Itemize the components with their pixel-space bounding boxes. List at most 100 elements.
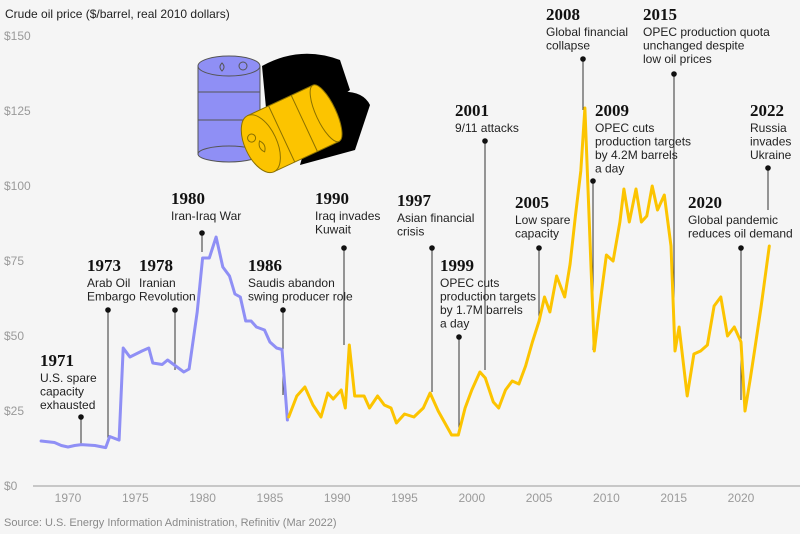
annotation-year: 1997 — [397, 191, 432, 210]
annotation-text: capacity — [515, 227, 559, 241]
annotation-dot — [429, 245, 435, 251]
annotation-year: 1990 — [315, 189, 349, 208]
annotation-dot — [580, 56, 586, 62]
annotation-text: 9/11 attacks — [455, 121, 519, 135]
annotation-year: 2015 — [643, 5, 677, 24]
annotation-text: U.S. spare — [40, 371, 97, 385]
x-tick-label: 1990 — [324, 491, 351, 505]
annotation-text: Arab Oil — [87, 276, 130, 290]
annotation-text: OPEC cuts — [595, 121, 654, 135]
x-tick-label: 2010 — [593, 491, 620, 505]
annotation-year: 1999 — [440, 256, 474, 275]
x-tick-label: 2005 — [526, 491, 553, 505]
annotation-text: reduces oil demand — [688, 227, 793, 241]
annotation-text: Ukraine — [750, 148, 792, 162]
annotation-text: production targets — [595, 135, 691, 149]
x-tick-label: 2020 — [728, 491, 755, 505]
annotation-text: a day — [440, 317, 469, 331]
annotation-dot — [341, 245, 347, 251]
annotation-year: 2005 — [515, 193, 549, 212]
x-tick-label: 2015 — [660, 491, 687, 505]
x-tick-label: 1975 — [122, 491, 149, 505]
annotation-dot — [456, 334, 462, 340]
y-tick-label: $50 — [4, 329, 24, 343]
annotation-text: Russia — [750, 121, 787, 135]
annotation-text: by 4.2M barrels — [595, 148, 678, 162]
annotation-text: Global pandemic — [688, 213, 778, 227]
annotation-text: exhausted — [40, 398, 95, 412]
annotation-dot — [172, 307, 178, 313]
annotation-text: Low spare — [515, 213, 571, 227]
oil-barrels-illustration — [197, 53, 370, 174]
source-note: Source: U.S. Energy Information Administ… — [4, 517, 337, 529]
annotation-dot — [482, 138, 488, 144]
annotation-text: low oil prices — [643, 52, 712, 66]
y-tick-label: $150 — [4, 29, 31, 43]
annotation-year: 1986 — [248, 256, 282, 275]
annotation-text: Kuwait — [315, 223, 352, 237]
annotation-dot — [765, 165, 771, 171]
y-tick-label: $75 — [4, 254, 24, 268]
annotation-text: swing producer role — [248, 290, 353, 304]
annotation-text: capacity — [40, 385, 84, 399]
annotation-dot — [199, 230, 205, 236]
annotation-text: OPEC cuts — [440, 276, 499, 290]
annotation-text: crisis — [397, 225, 424, 239]
annotation-dot — [536, 245, 542, 251]
annotation-year: 1973 — [87, 256, 121, 275]
annotation-year: 2020 — [688, 193, 722, 212]
annotation-dot — [738, 245, 744, 251]
annotation-text: collapse — [546, 39, 590, 53]
x-tick-label: 1980 — [189, 491, 216, 505]
x-tick-label: 1995 — [391, 491, 418, 505]
annotation-text: Embargo — [87, 290, 136, 304]
x-tick-label: 1970 — [55, 491, 82, 505]
annotation-text: Iranian — [139, 276, 176, 290]
annotation-year: 2001 — [455, 101, 489, 120]
y-tick-label: $125 — [4, 104, 31, 118]
annotation-year: 2009 — [595, 101, 629, 120]
annotation-dot — [590, 178, 596, 184]
y-tick-label: $25 — [4, 404, 24, 418]
y-tick-label: $0 — [4, 479, 18, 493]
annotation-text: Global financial — [546, 25, 628, 39]
annotation-year: 1978 — [139, 256, 173, 275]
series-line-pre-1986 — [39, 235, 289, 450]
annotation-text: Revolution — [139, 290, 196, 304]
annotation-year: 1980 — [171, 189, 205, 208]
annotation-text: Iraq invades — [315, 209, 380, 223]
annotation-text: invades — [750, 135, 791, 149]
annotation-year: 1971 — [40, 351, 74, 370]
y-tick-label: $100 — [4, 179, 31, 193]
annotation-text: unchanged despite — [643, 39, 745, 53]
annotation-dot — [78, 414, 84, 420]
annotation-text: a day — [595, 162, 624, 176]
annotation-year: 2022 — [750, 101, 784, 120]
annotation-text: Saudis abandon — [248, 276, 335, 290]
annotation-year: 2008 — [546, 5, 580, 24]
annotation-text: by 1.7M barrels — [440, 303, 523, 317]
annotation-dot — [671, 71, 677, 77]
series-line-post-1986 — [287, 106, 771, 437]
annotation-text: Asian financial — [397, 211, 474, 225]
x-tick-label: 2000 — [458, 491, 485, 505]
annotation-text: Iran-Iraq War — [171, 209, 241, 223]
annotation-text: OPEC production quota — [643, 25, 770, 39]
x-tick-label: 1985 — [257, 491, 284, 505]
chart-title: Crude oil price ($/barrel, real 2010 dol… — [5, 7, 230, 21]
